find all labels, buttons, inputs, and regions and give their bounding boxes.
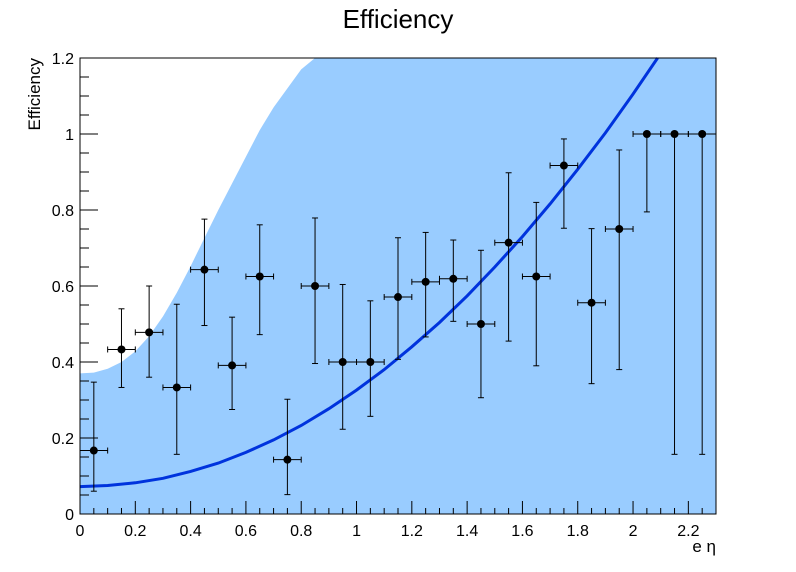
axes-layer: 0 0.2 0.4 0.6 0.8 1 1.2 1.4 1.6 1.8 2 2.2 0 0.2 0.4 0.6… [52,51,717,540]
x-tick-label: 0.2 [124,523,146,540]
data-marker [532,272,541,281]
x-tick-label: 2 [629,523,638,540]
data-marker [504,238,513,247]
data-marker [172,383,181,392]
data-point [383,237,413,360]
x-tick-label: 0 [76,523,85,540]
data-marker [366,358,375,366]
data-point [494,172,523,342]
data-point [79,381,109,492]
chart-title: Efficiency [343,4,454,34]
data-marker [338,358,347,366]
y-tick-label: 0.2 [52,431,74,448]
data-point [660,130,689,455]
data-marker [421,277,430,286]
x-tick-label: 1.6 [511,523,533,540]
x-tick-label: 0.6 [235,523,257,540]
data-point [328,283,358,430]
y-tick-label: 0.8 [52,203,74,220]
x-tick-label: 0.8 [290,523,312,540]
data-point [438,239,468,322]
data-point [245,224,275,336]
x-tick-label: 1.2 [401,523,423,540]
data-marker [200,265,209,274]
data-point [134,285,164,378]
x-tick-label: 0.4 [179,523,201,540]
x-tick-label: 1.8 [567,523,589,540]
data-point [162,303,192,455]
data-marker [311,282,320,290]
data-marker [449,274,458,283]
y-tick-label: 1.2 [52,51,74,68]
data-point [632,130,662,213]
y-tick-label: 1 [65,127,74,144]
data-point [273,398,302,496]
data-marker [670,130,679,138]
data-point [521,201,551,367]
data-marker [228,361,237,370]
y-tick-label: 0 [65,507,74,524]
data-point [577,228,606,385]
data-point [411,231,440,338]
data-marker [283,455,292,464]
data-marker [255,272,264,281]
x-tick-label: 1 [352,523,361,540]
data-point [300,217,330,365]
data-point [466,249,496,399]
data-marker [89,446,98,455]
x-tick-label: 1.4 [456,523,478,540]
data-marker [642,130,651,138]
y-tick-label: 0.6 [52,279,74,296]
data-point [107,308,136,388]
data-marker [698,130,707,138]
data-marker [559,161,568,170]
y-tick-label: 0.4 [52,355,74,372]
data-point [190,218,219,327]
data-marker [394,293,402,302]
x-tick-label: 2.2 [677,523,699,540]
data-point [356,300,385,417]
data-marker [476,320,485,328]
data-marker [117,345,126,354]
data-point [217,316,247,410]
y-axis-title: Efficiency [25,58,44,131]
data-point [604,149,634,371]
data-marker [615,225,624,233]
data-marker [587,298,596,307]
data-point [549,138,579,229]
data-marker [145,328,154,337]
x-axis-title: e η [692,537,716,556]
